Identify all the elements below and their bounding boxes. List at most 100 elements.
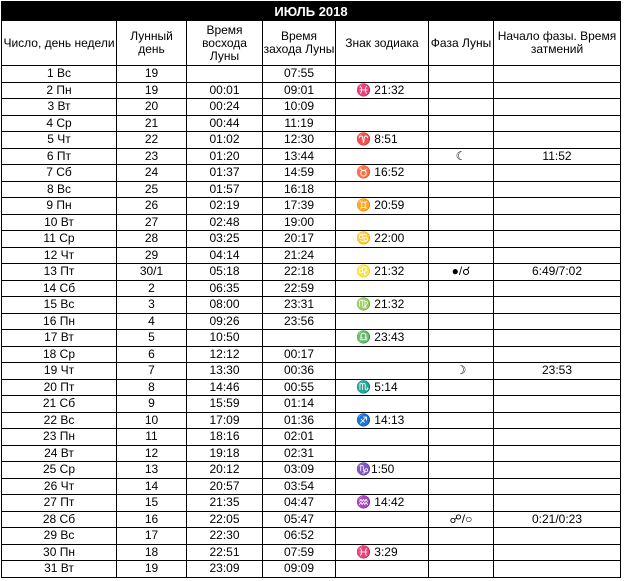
table-title: ИЮЛЬ 2018	[1, 1, 621, 21]
phase-cell	[428, 180, 494, 198]
zodiac-cell	[335, 395, 429, 413]
date-cell: 24 Вт	[1, 444, 117, 462]
moonrise-cell: 01:20	[186, 147, 263, 165]
moonrise-cell: 22:05	[186, 510, 263, 528]
column-header: Число, день недели	[1, 20, 117, 66]
zodiac-cell: ♉ 16:52	[335, 164, 429, 182]
phase-time-cell	[493, 296, 621, 314]
date-cell: 30 Пн	[1, 543, 117, 561]
date-cell: 3 Вт	[1, 98, 117, 116]
date-cell: 14 Сб	[1, 279, 117, 297]
zodiac-cell	[335, 213, 429, 231]
moonset-cell: 03:09	[262, 461, 336, 479]
moonset-cell: 11:19	[262, 114, 336, 132]
zodiac-cell: ♎ 23:43	[335, 329, 429, 347]
moonset-cell: 09:09	[262, 560, 336, 578]
moonset-cell: 01:36	[262, 411, 336, 429]
table-row: 11 Ср 28 03:25 20:17 ♋ 22:00	[1, 230, 621, 248]
phase-cell	[428, 98, 494, 116]
phase-time-cell	[493, 98, 621, 116]
date-cell: 2 Пн	[1, 81, 117, 99]
phase-time-cell	[493, 312, 621, 330]
lunar-day-cell: 19	[116, 81, 187, 99]
phase-time-cell	[493, 494, 621, 512]
lunar-day-cell: 29	[116, 246, 187, 264]
date-cell: 1 Вс	[1, 65, 117, 83]
column-header: Знак зодиака	[335, 20, 429, 66]
moonrise-cell: 22:51	[186, 543, 263, 561]
moonrise-cell: 18:16	[186, 428, 263, 446]
phase-time-cell	[493, 164, 621, 182]
moonrise-cell: 06:35	[186, 279, 263, 297]
moonset-cell: 09:01	[262, 81, 336, 99]
moonset-cell: 23:31	[262, 296, 336, 314]
moonset-cell: 07:55	[262, 65, 336, 83]
zodiac-cell: ♑1:50	[335, 461, 429, 479]
date-cell: 21 Сб	[1, 395, 117, 413]
phase-cell	[428, 494, 494, 512]
lunar-day-cell: 19	[116, 65, 187, 83]
moonrise-cell: 08:00	[186, 296, 263, 314]
phase-time-cell	[493, 81, 621, 99]
date-cell: 7 Сб	[1, 164, 117, 182]
phase-cell	[428, 279, 494, 297]
moonset-cell: 12:30	[262, 131, 336, 149]
moonrise-cell: 22:30	[186, 527, 263, 545]
zodiac-cell: ♓ 21:32	[335, 81, 429, 99]
phase-cell	[428, 378, 494, 396]
phase-time-cell	[493, 461, 621, 479]
moonset-cell: 20:17	[262, 230, 336, 248]
table-row: 18 Ср 6 12:12 00:17	[1, 345, 621, 363]
phase-time-cell	[493, 180, 621, 198]
table-row: 13 Пт 30/1 05:18 22:18 ♌ 21:32 ●/☌ 6:49/7:02	[1, 263, 621, 281]
moonrise-cell: 05:18	[186, 263, 263, 281]
zodiac-cell	[335, 560, 429, 578]
zodiac-cell	[335, 312, 429, 330]
date-cell: 29 Вс	[1, 527, 117, 545]
zodiac-cell	[335, 147, 429, 165]
date-cell: 17 Вт	[1, 329, 117, 347]
phase-cell	[428, 477, 494, 495]
lunar-day-cell: 13	[116, 461, 187, 479]
phase-time-cell	[493, 560, 621, 578]
moonset-cell: 14:59	[262, 164, 336, 182]
moonrise-cell: 01:02	[186, 131, 263, 149]
phase-cell	[428, 329, 494, 347]
moonset-cell: 21:24	[262, 246, 336, 264]
moonset-cell: 17:39	[262, 197, 336, 215]
table-row: 12 Чт 29 04:14 21:24	[1, 246, 621, 264]
moonrise-cell: 17:09	[186, 411, 263, 429]
lunar-day-cell: 6	[116, 345, 187, 363]
date-cell: 9 Пн	[1, 197, 117, 215]
column-header: Время восхода Луны	[186, 20, 263, 66]
zodiac-cell	[335, 180, 429, 198]
date-cell: 28 Сб	[1, 510, 117, 528]
zodiac-cell	[335, 246, 429, 264]
phase-time-cell	[493, 428, 621, 446]
moonrise-cell: 14:46	[186, 378, 263, 396]
zodiac-cell: ♈ 8:51	[335, 131, 429, 149]
date-cell: 8 Вс	[1, 180, 117, 198]
moonrise-cell	[186, 65, 263, 83]
moonrise-cell: 10:50	[186, 329, 263, 347]
phase-time-cell	[493, 378, 621, 396]
zodiac-cell: ♐ 14:13	[335, 411, 429, 429]
table-row: 21 Сб 9 15:59 01:14	[1, 395, 621, 413]
phase-time-cell: 23:53	[493, 362, 621, 380]
zodiac-cell	[335, 65, 429, 83]
phase-time-cell	[493, 114, 621, 132]
moonrise-cell: 09:26	[186, 312, 263, 330]
moonset-cell: 03:54	[262, 477, 336, 495]
zodiac-cell	[335, 279, 429, 297]
lunar-day-cell: 28	[116, 230, 187, 248]
table-row: 25 Ср 13 20:12 03:09 ♑1:50	[1, 461, 621, 479]
lunar-day-cell: 12	[116, 444, 187, 462]
table-row: 28 Сб 16 22:05 05:47 ☍/○ 0:21/0:23	[1, 510, 621, 528]
phase-cell: ☽	[428, 362, 494, 380]
phase-cell	[428, 560, 494, 578]
moonset-cell: 06:52	[262, 527, 336, 545]
moonrise-cell: 02:48	[186, 213, 263, 231]
column-header: Время захода Луны	[262, 20, 336, 66]
table-row: 9 Пн 26 02:19 17:39 ♊ 20:59	[1, 197, 621, 215]
moonset-cell: 02:31	[262, 444, 336, 462]
